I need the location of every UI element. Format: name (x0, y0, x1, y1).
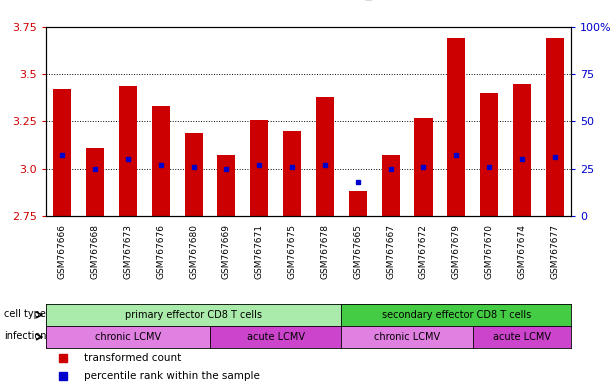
Bar (218, 156, 235, 216)
Text: cell type: cell type (4, 309, 46, 319)
Bar (447, 38, 466, 216)
Bar (414, 118, 433, 216)
Bar (546, 38, 564, 216)
Text: chronic LCMV: chronic LCMV (95, 332, 161, 342)
Bar (251, 119, 268, 216)
Bar (152, 106, 170, 216)
Bar (513, 84, 531, 216)
Text: chronic LCMV: chronic LCMV (374, 332, 440, 342)
Text: secondary effector CD8 T cells: secondary effector CD8 T cells (382, 310, 531, 320)
Bar (283, 131, 301, 216)
Bar (185, 133, 203, 216)
Text: acute LCMV: acute LCMV (247, 332, 305, 342)
Text: infection: infection (4, 331, 46, 341)
Text: percentile rank within the sample: percentile rank within the sample (84, 371, 260, 381)
Text: acute LCMV: acute LCMV (493, 332, 551, 342)
Bar (316, 97, 334, 216)
Bar (86, 148, 104, 216)
Bar (119, 86, 137, 216)
Bar (53, 89, 71, 216)
Text: transformed count: transformed count (84, 353, 181, 363)
Text: primary effector CD8 T cells: primary effector CD8 T cells (125, 310, 262, 320)
Bar (480, 93, 498, 216)
Bar (349, 191, 367, 216)
Bar (382, 156, 400, 216)
